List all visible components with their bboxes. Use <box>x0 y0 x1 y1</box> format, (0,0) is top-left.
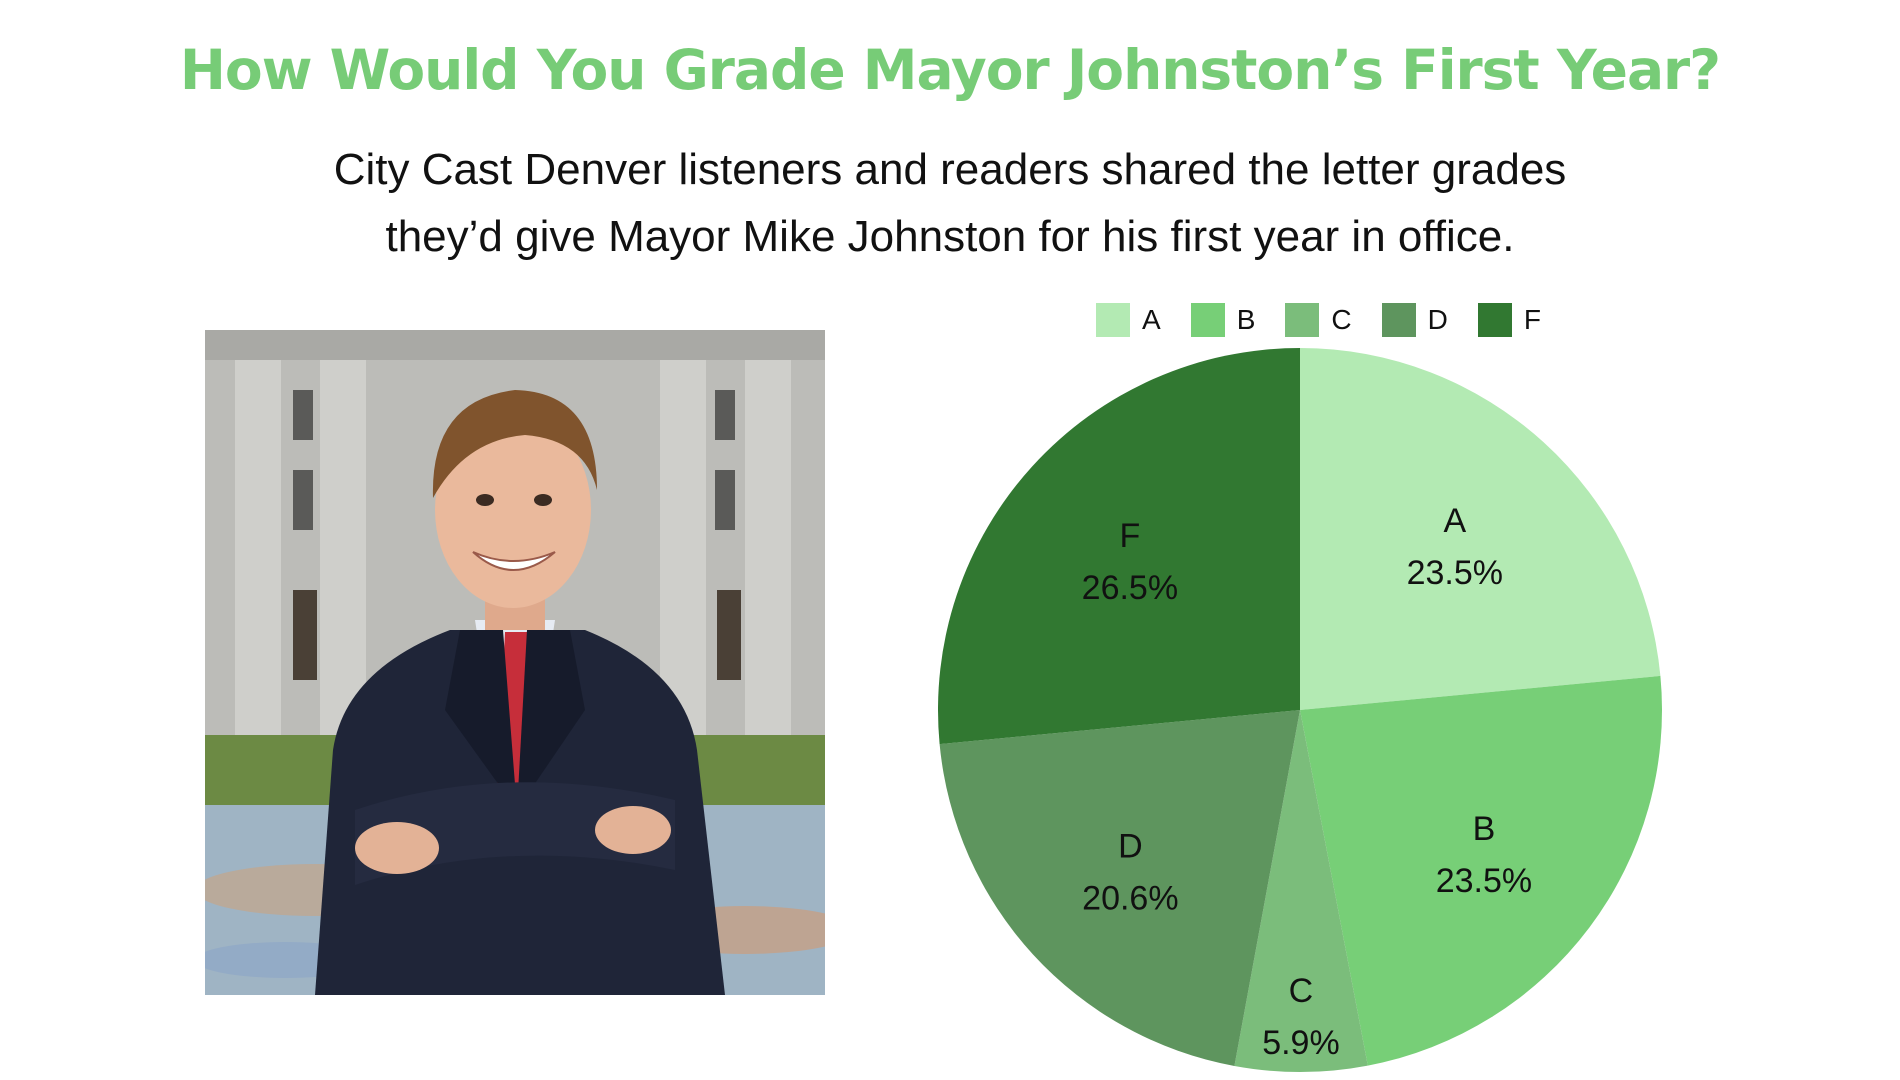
slice-label-a: A <box>1443 502 1466 540</box>
page-title: How Would You Grade Mayor Johnston’s Fir… <box>179 38 1721 102</box>
legend-swatch-b <box>1190 303 1225 337</box>
slice-label-d: D <box>1118 827 1143 865</box>
legend-item-d: D <box>1381 303 1448 337</box>
slice-value-b: 23.5% <box>1436 862 1532 900</box>
legend-label-f: F <box>1523 304 1541 335</box>
slice-label-b: B <box>1473 810 1496 848</box>
portrait-illustration <box>205 330 825 995</box>
legend-item-b: B <box>1190 303 1256 337</box>
slice-value-a: 23.5% <box>1407 554 1503 592</box>
pie-slice-c <box>1234 710 1368 1072</box>
legend-item-f: F <box>1477 303 1541 337</box>
pie-slice-f <box>938 348 1300 745</box>
subtitle-line-1: City Cast Denver listeners and readers s… <box>333 145 1567 194</box>
slice-value-c: 5.9% <box>1262 1024 1340 1062</box>
slice-value-f: 26.5% <box>1082 569 1178 607</box>
chart-legend: A B C D F <box>1096 302 1571 338</box>
legend-swatch-c <box>1285 303 1320 337</box>
legend-item-c: C <box>1285 303 1352 337</box>
slice-label-c: C <box>1289 972 1314 1010</box>
legend-swatch-d <box>1381 303 1416 337</box>
slice-value-d: 20.6% <box>1082 879 1178 917</box>
pie-slice-b <box>1300 675 1662 1066</box>
legend-label-d: D <box>1427 304 1448 335</box>
legend-swatch-a <box>1096 303 1130 337</box>
pie-slice-a <box>1300 348 1661 710</box>
legend-item-a: A <box>1096 303 1161 337</box>
legend-swatch-f <box>1477 303 1512 337</box>
pie-chart: A 23.5% B 23.5% C 5.9% D 20.6% F 26.5% <box>938 348 1662 1072</box>
pie-slice-d <box>939 710 1300 1067</box>
legend-label-b: B <box>1236 304 1256 335</box>
subtitle-line-2: they’d give Mayor Mike Johnston for his … <box>385 212 1515 261</box>
mayor-portrait-photo <box>205 330 825 995</box>
slice-label-f: F <box>1119 517 1140 555</box>
legend-label-a: A <box>1142 304 1161 335</box>
subtitle: City Cast Denver listeners and readers s… <box>0 136 1900 270</box>
legend-label-c: C <box>1331 304 1352 335</box>
